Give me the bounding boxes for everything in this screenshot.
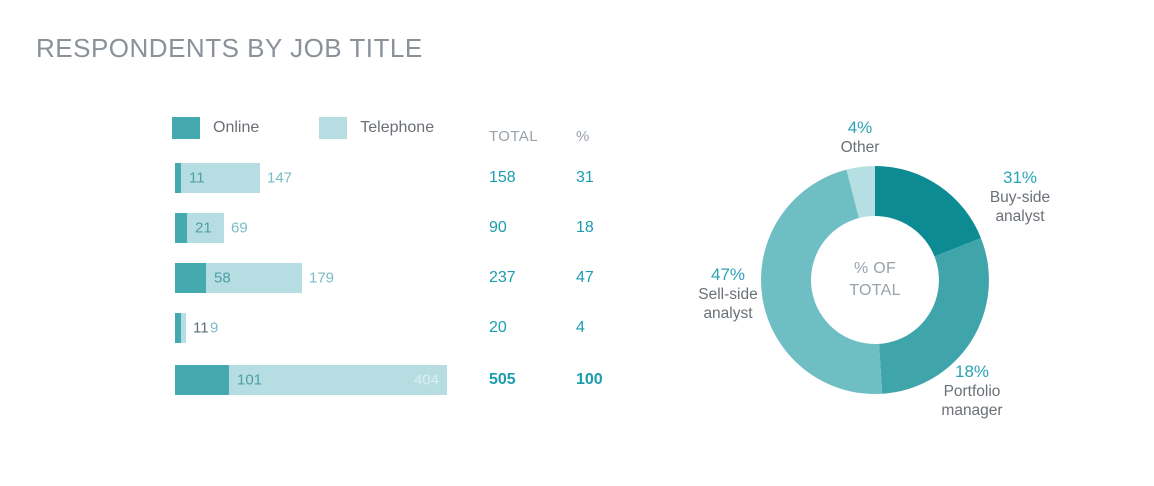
bar-value-online: 101 [237,371,263,389]
cell-total: 20 [489,319,507,336]
donut-label-other-pct: 4% [847,118,873,137]
bar-segment-online [175,313,181,343]
donut-slice-buyside [875,166,981,257]
bar-value-online: 58 [214,269,231,287]
donut-label-portfolio-name2: manager [941,401,1003,419]
stacked-bar-buyside: 11 147 [175,163,292,193]
table-row: Sell-side analyst 58 179 237 47 [0,261,640,295]
bar-value-online: 21 [195,219,212,237]
donut-label-portfolio-name: Portfolio [943,382,1001,400]
page-title: RESPONDENTS BY JOB TITLE [36,33,423,63]
table-row-total: Total 101 404 505 100 [0,363,640,397]
legend-item-telephone: Telephone [319,117,434,139]
donut-label-portfolio: 18% Portfolio manager [912,362,1032,421]
chart-legend: Online Telephone [172,117,434,139]
bar-segment-telephone: 101 404 [229,365,447,395]
donut-svg [761,166,989,394]
legend-label-online: Online [213,119,260,136]
table-row: Portfolio manager 21 69 90 18 [0,211,640,245]
cell-percent: 47 [576,269,594,286]
cell-percent: 31 [576,169,594,186]
bar-segment-online [175,365,229,395]
bar-segment-telephone: 11 147 [181,163,292,193]
bar-value-telephone: 404 [413,371,439,389]
donut-slice-portfolio [879,238,989,394]
bar-segment-online [175,213,187,243]
donut-label-sellside: 47% Sell-side analyst [668,265,788,324]
table-row: Other 11 9 20 4 [0,311,640,345]
donut-label-buyside-name: Buy-side [989,188,1051,206]
table-row: Buy-side analyst 11 147 158 31 [0,161,640,195]
cell-percent: 100 [576,371,603,388]
legend-swatch-telephone-icon [319,117,348,139]
bar-segment-online [175,163,181,193]
legend-label-telephone: Telephone [360,119,435,136]
cell-total: 505 [489,371,516,388]
bar-value-telephone: 69 [231,219,248,237]
legend-item-online: Online [172,117,259,139]
donut-label-other: 4% Other [805,118,915,158]
bar-segment-telephone: 11 9 [181,313,218,343]
bar-value-telephone: 9 [210,319,219,337]
stacked-bar-portfolio: 21 69 [175,213,248,243]
cell-total: 158 [489,169,516,186]
bar-value-online: 11 [193,319,209,337]
donut-slice-other [846,166,875,219]
legend-swatch-online-icon [172,117,200,139]
donut-label-sellside-pct: 47% [710,265,746,284]
donut-label-buyside-pct: 31% [1002,168,1038,187]
bar-segment-telephone: 21 69 [187,213,248,243]
cell-total: 90 [489,219,507,236]
donut-label-other-name: Other [840,138,880,156]
donut-label-buyside-name2: analyst [995,207,1045,225]
cell-percent: 18 [576,219,594,236]
column-header-total: TOTAL [489,128,538,145]
column-header-percent: % [576,128,590,145]
cell-percent: 4 [576,319,585,336]
donut-slice-sellside [761,169,883,394]
bar-value-online: 11 [189,169,205,187]
bar-segment-online [175,263,206,293]
donut-label-sellside-name: Sell-side [698,285,758,303]
donut-label-buyside: 31% Buy-side analyst [960,168,1080,227]
stacked-bar-total: 101 404 [175,365,447,395]
donut-label-portfolio-pct: 18% [954,362,990,381]
stacked-bar-sellside: 58 179 [175,263,334,293]
cell-total: 237 [489,269,516,286]
bar-value-telephone: 179 [309,269,335,287]
bar-segment-telephone: 58 179 [206,263,334,293]
bar-value-telephone: 147 [267,169,293,187]
donut-label-sellside-name2: analyst [703,304,753,322]
stacked-bar-other: 11 9 [175,313,218,343]
